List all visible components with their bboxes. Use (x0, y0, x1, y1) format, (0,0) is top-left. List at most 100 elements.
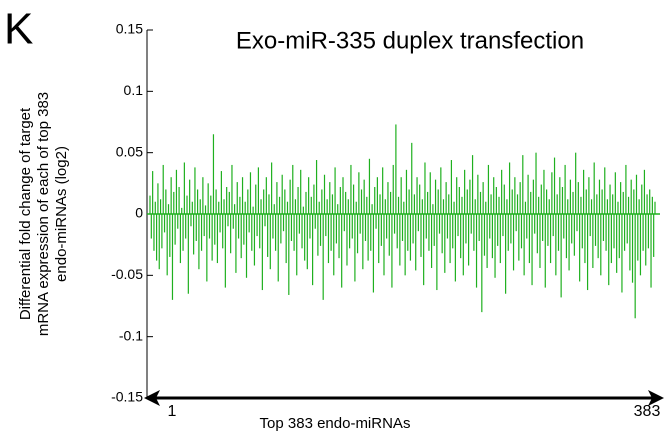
bar (276, 182, 278, 214)
bar (626, 214, 628, 244)
bar (522, 155, 524, 214)
bar (631, 214, 634, 283)
bar (202, 177, 204, 214)
bar (589, 214, 591, 237)
bar (424, 162, 426, 214)
bar (376, 177, 378, 214)
bar (271, 162, 273, 214)
bar (616, 214, 618, 273)
bar (602, 214, 605, 241)
bar (573, 214, 575, 256)
bar (444, 214, 446, 273)
bar (339, 187, 341, 214)
bar (308, 177, 310, 214)
bar (567, 199, 569, 214)
bar (440, 167, 442, 214)
bar (411, 142, 413, 214)
bar (487, 164, 490, 214)
bar (338, 214, 340, 259)
bar (448, 194, 450, 214)
bar (158, 214, 160, 270)
bar (309, 214, 311, 239)
bar (572, 191, 574, 214)
bar (248, 214, 250, 233)
bar (228, 191, 230, 214)
bar (491, 214, 493, 259)
bar (634, 214, 636, 319)
bar (475, 214, 478, 288)
bar (577, 182, 579, 214)
bar (618, 214, 620, 259)
bar (387, 182, 389, 214)
bar (471, 155, 474, 214)
bar (449, 214, 451, 264)
y-label-line: endo-miRNAs (log2) (53, 146, 70, 282)
bar (445, 182, 447, 214)
bar (502, 214, 504, 237)
bar (342, 177, 344, 214)
bar (251, 214, 253, 251)
bar (159, 199, 162, 214)
bar (227, 214, 229, 227)
bar (584, 214, 586, 264)
bar (417, 214, 419, 232)
bar (630, 179, 632, 214)
bar (512, 214, 515, 271)
bar (366, 196, 368, 214)
bar (592, 214, 594, 268)
bar (474, 199, 476, 214)
bar (232, 214, 234, 229)
bar (614, 172, 616, 214)
bar (350, 164, 352, 214)
bar (442, 199, 445, 214)
y-tick-label: 0.05 (116, 143, 143, 159)
bar (368, 158, 371, 214)
bar (247, 189, 249, 214)
bar (641, 184, 643, 214)
bar (594, 214, 597, 246)
bar (437, 189, 439, 214)
bar (519, 182, 521, 214)
bar (182, 214, 184, 251)
bar (530, 191, 532, 214)
bar (617, 201, 619, 214)
bar (593, 162, 595, 214)
bar (300, 169, 302, 214)
bar (427, 191, 429, 214)
bar (515, 214, 517, 232)
bar (329, 182, 331, 214)
bar (154, 201, 156, 214)
bar (452, 214, 454, 249)
bar (469, 179, 471, 214)
bar (236, 182, 238, 214)
bar (556, 194, 558, 214)
bar (579, 214, 581, 282)
bar (284, 189, 286, 214)
bar (456, 177, 458, 214)
bar (557, 214, 560, 251)
bar (355, 201, 357, 214)
bar (395, 124, 397, 214)
bar (576, 214, 578, 232)
bar (301, 214, 303, 249)
bar (441, 214, 443, 254)
bar (625, 164, 627, 214)
bar (571, 214, 573, 244)
bar (204, 205, 207, 214)
bar (547, 214, 549, 246)
bar (196, 189, 199, 214)
bar (190, 214, 192, 227)
bar (409, 214, 412, 261)
bar (510, 214, 512, 244)
bar (268, 194, 270, 214)
bar (433, 214, 435, 246)
bar (354, 214, 356, 282)
bar (352, 184, 355, 214)
bar (206, 214, 208, 282)
bar (289, 179, 291, 214)
bar (187, 214, 189, 294)
bar (152, 171, 154, 214)
bar (564, 164, 566, 214)
bar (210, 195, 212, 214)
bar (391, 214, 393, 288)
